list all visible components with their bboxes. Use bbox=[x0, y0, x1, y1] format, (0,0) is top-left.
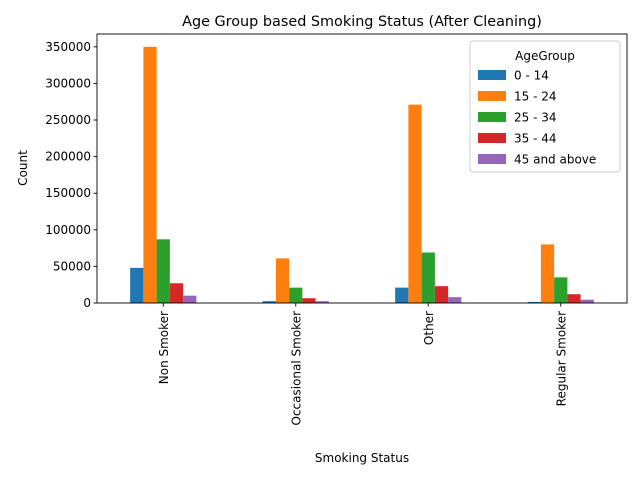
bar-2-2 bbox=[421, 252, 435, 303]
legend-swatch bbox=[478, 133, 506, 143]
x-tick-label: Non Smoker bbox=[157, 311, 171, 384]
bar-2-1 bbox=[408, 104, 422, 303]
y-tick-label: 300000 bbox=[45, 76, 91, 90]
bar-1-2 bbox=[289, 287, 303, 303]
y-tick-label: 0 bbox=[83, 296, 91, 310]
y-tick-label: 250000 bbox=[45, 113, 91, 127]
legend-swatch bbox=[478, 70, 506, 80]
bar-3-4 bbox=[580, 299, 594, 303]
bar-1-1 bbox=[275, 258, 290, 303]
x-tick-label: Occasional Smoker bbox=[289, 311, 303, 426]
legend-title: AgeGroup bbox=[515, 49, 575, 63]
bar-2-0 bbox=[395, 287, 409, 303]
bar-2-4 bbox=[448, 297, 462, 303]
x-tick-label: Regular Smoker bbox=[554, 311, 568, 406]
bar-3-1 bbox=[540, 244, 555, 303]
y-axis: 0 50000 100000 150000 200000 250000 300000 3500… bbox=[45, 40, 97, 310]
legend-box bbox=[469, 40, 621, 173]
bar-1-4 bbox=[315, 301, 329, 303]
bar-3-0 bbox=[527, 301, 541, 303]
bar-0-1 bbox=[143, 46, 157, 304]
x-axis-label: Smoking Status bbox=[315, 451, 409, 465]
legend-swatch bbox=[478, 154, 506, 164]
bar-3-3 bbox=[567, 294, 581, 303]
legend: AgeGroup 0 - 14 15 - 24 25 - 34 35 - 44 45 an… bbox=[469, 40, 621, 173]
x-axis: Non Smoker Occasional Smoker Other Regular … bbox=[157, 303, 568, 426]
bar-1-0 bbox=[262, 301, 276, 303]
x-tick-label: Other bbox=[422, 311, 436, 345]
bar-3-2 bbox=[554, 277, 568, 303]
bar-2-3 bbox=[434, 286, 449, 303]
y-axis-label: Count bbox=[16, 150, 30, 186]
legend-label: 45 and above bbox=[514, 153, 596, 167]
bars bbox=[130, 46, 594, 304]
legend-label: 35 - 44 bbox=[514, 132, 557, 146]
bar-0-2 bbox=[156, 239, 170, 303]
y-tick-label: 200000 bbox=[45, 150, 91, 164]
legend-label: 25 - 34 bbox=[514, 111, 557, 125]
legend-swatch bbox=[478, 112, 506, 122]
plot-frame bbox=[96, 33, 628, 304]
bar-0-4 bbox=[183, 295, 197, 303]
y-tick-label: 100000 bbox=[45, 223, 91, 237]
y-tick-label: 350000 bbox=[45, 40, 91, 54]
y-tick-label: 50000 bbox=[53, 259, 91, 273]
bar-1-3 bbox=[302, 298, 316, 303]
legend-label: 15 - 24 bbox=[514, 90, 557, 104]
bar-0-3 bbox=[169, 283, 184, 303]
legend-swatch bbox=[478, 91, 506, 101]
bar-0-0 bbox=[130, 267, 144, 303]
y-tick-label: 150000 bbox=[45, 186, 91, 200]
legend-label: 0 - 14 bbox=[514, 69, 549, 83]
chart-title: Age Group based Smoking Status (After Cl… bbox=[182, 14, 542, 30]
